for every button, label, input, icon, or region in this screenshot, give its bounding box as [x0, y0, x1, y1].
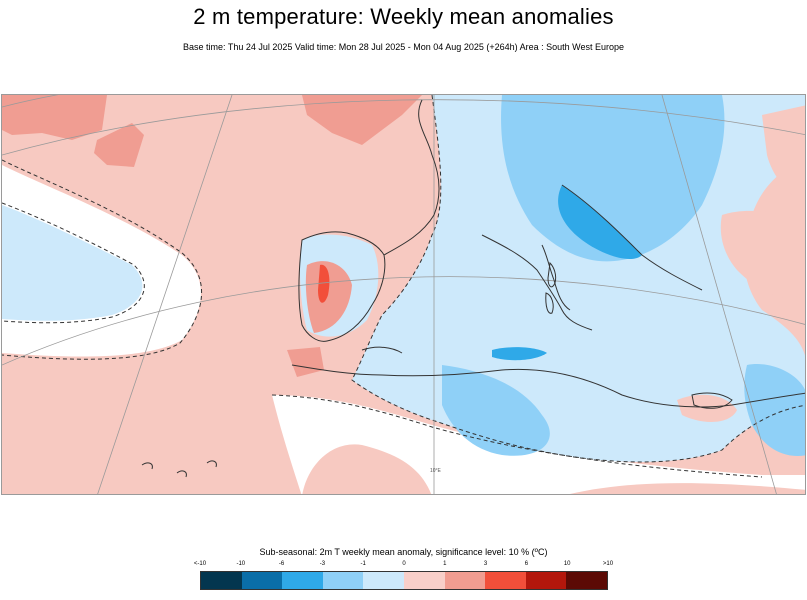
warm-patch-morocco-coast: [287, 347, 324, 377]
strong-cool-mediterranean: [492, 347, 547, 361]
legend-tick-label: 6: [524, 561, 529, 567]
warm-balkans: [720, 210, 805, 299]
legend-swatch: [525, 572, 567, 589]
legend-tick-label: >10: [602, 561, 614, 567]
strong-cool-adriatic: [558, 185, 642, 260]
page-title: 2 m temperature: Weekly mean anomalies: [193, 4, 614, 29]
legend-swatch: [444, 572, 486, 589]
significance-contour-africa: [271, 394, 763, 478]
cool-patch-atlantic: [2, 205, 143, 321]
significance-contour-europe: [351, 95, 805, 463]
anomaly-map[interactable]: 10°E: [1, 94, 806, 495]
legend-tick-label: <-10: [193, 561, 207, 567]
graticule-label: 10°E: [430, 468, 442, 474]
legend-swatch: [241, 572, 283, 589]
warm-patch-atlantic-2: [94, 123, 144, 167]
legend-swatch: [566, 572, 607, 589]
legend-swatch: [363, 572, 404, 589]
hot-portugal: [318, 264, 330, 303]
legend-tick-label: 10: [563, 561, 571, 567]
legend-tick-label: -1: [360, 561, 366, 567]
significance-contour-atlantic-inner: [2, 202, 145, 324]
legend-tick-label: -6: [278, 561, 285, 567]
warm-portugal: [305, 261, 352, 333]
legend-swatch: [403, 572, 445, 589]
map-canvas: 10°E: [2, 95, 805, 494]
significance-contour-atlantic: [2, 159, 203, 360]
legend-tick-label: 3: [483, 561, 488, 567]
legend-tick-label: -10: [236, 561, 246, 567]
legend-swatch: [322, 572, 364, 589]
legend-swatch: [201, 572, 242, 589]
cool-anomaly-central: [501, 95, 725, 262]
warm-africa-west: [302, 444, 432, 494]
warm-africa-east: [570, 483, 805, 494]
coastlines: [141, 99, 805, 478]
page-subtitle: Base time: Thu 24 Jul 2025 Valid time: M…: [182, 42, 625, 52]
legend-title: Sub-seasonal: 2m T weekly mean anomaly, …: [259, 547, 548, 557]
legend-swatch: [485, 572, 526, 589]
warm-eastern-europe: [762, 105, 805, 204]
legend-tick-label: 1: [443, 561, 447, 567]
legend-ticks: <-10 -10 -6 -3 -1 0 1 3 6 10 >10: [194, 561, 613, 571]
warm-patch-atlantic: [2, 95, 107, 140]
cool-patch-east-med: [744, 364, 805, 456]
warm-patch-uk: [302, 95, 422, 145]
cool-patch-north-africa: [442, 365, 550, 456]
legend-tick-label: -3: [319, 561, 326, 567]
legend-tick-label: 0: [402, 561, 406, 567]
legend-swatch: [282, 572, 323, 589]
legend-colorbar: [200, 571, 608, 590]
